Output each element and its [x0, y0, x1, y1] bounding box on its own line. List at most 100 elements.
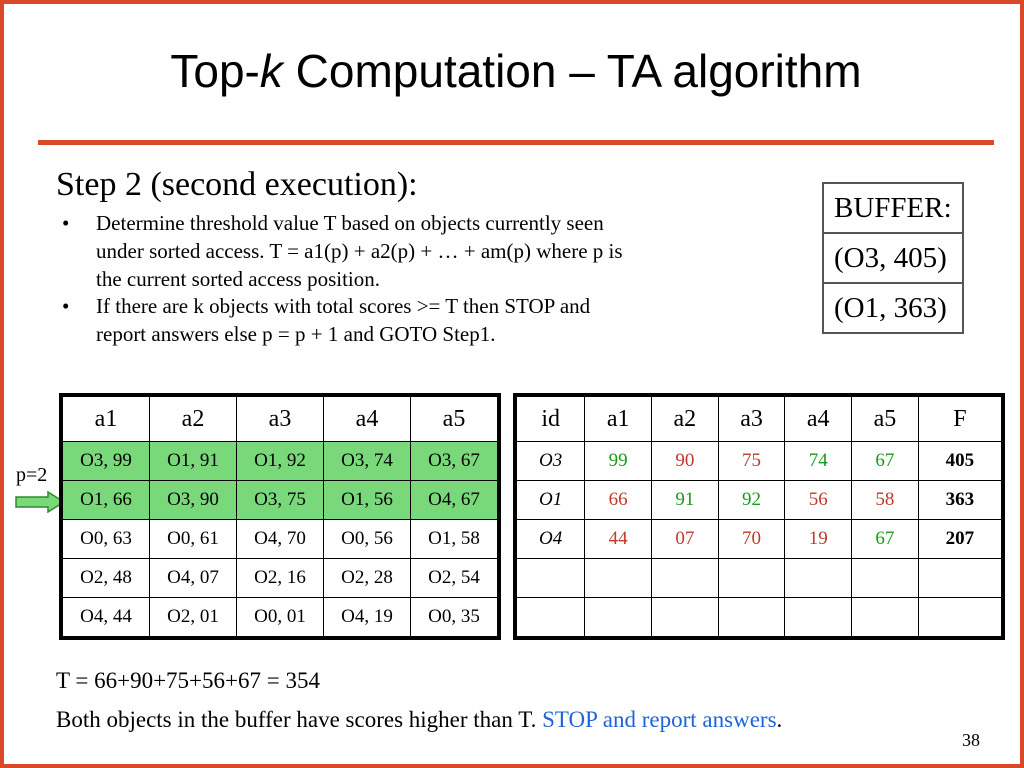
column-header: a1	[584, 396, 653, 442]
empty-cell	[651, 597, 719, 637]
score-cell: 19	[784, 519, 853, 559]
table-cell: O3, 99	[62, 441, 150, 481]
column-header: a4	[323, 396, 411, 442]
column-header: a2	[651, 396, 719, 442]
table-cell: O3, 75	[236, 480, 324, 520]
table-cell: O0, 56	[323, 519, 411, 559]
table-cell: O0, 63	[62, 519, 150, 559]
bullet-marker: •	[62, 294, 70, 318]
scores-table: id a1 a2 a3 a4 a5 F O3 99 90 75 74 67 40…	[513, 393, 1005, 640]
table-cell: O4, 19	[323, 597, 411, 637]
table-cell: O0, 35	[410, 597, 498, 637]
table-cell: O3, 74	[323, 441, 411, 481]
conclusion-highlight: STOP and report answers	[542, 707, 777, 732]
score-cell: 91	[651, 480, 719, 520]
column-header: F	[917, 396, 1003, 442]
empty-cell	[651, 558, 719, 598]
conclusion: Both objects in the buffer have scores h…	[56, 707, 782, 733]
table-row: O1, 66 O3, 90 O3, 75 O1, 56 O4, 67	[62, 480, 498, 520]
table-cell: O2, 01	[149, 597, 237, 637]
bullet-2-line-1: If there are k objects with total scores…	[96, 294, 591, 318]
score-cell: 67	[851, 519, 919, 559]
column-header: a3	[717, 396, 786, 442]
position-marker: p=2	[16, 464, 48, 486]
column-header: id	[515, 396, 586, 442]
empty-cell	[515, 558, 586, 598]
title-suffix: Computation – TA algorithm	[282, 45, 862, 97]
threshold-line: T = 66+90+75+56+67 = 354	[56, 668, 320, 693]
column-header: a5	[410, 396, 498, 442]
table-cell: O1, 91	[149, 441, 237, 481]
score-cell: 07	[651, 519, 719, 559]
buffer-header: BUFFER:	[822, 182, 964, 234]
table-cell: O1, 66	[62, 480, 150, 520]
empty-cell	[717, 597, 786, 637]
buffer-entry: (O3, 405)	[822, 232, 964, 284]
object-id: O4	[515, 519, 586, 559]
empty-cell	[584, 558, 653, 598]
score-cell: 44	[584, 519, 653, 559]
arrow-right-icon	[15, 491, 66, 513]
total-score: 207	[917, 519, 1003, 559]
empty-cell	[717, 558, 786, 598]
table-row: O3 99 90 75 74 67 405	[515, 441, 1003, 481]
table-cell: O3, 67	[410, 441, 498, 481]
page-number: 38	[962, 730, 980, 750]
bullet-1-line-2: under sorted access. T = a1(p) + a2(p) +…	[96, 239, 623, 263]
empty-cell	[917, 597, 1003, 637]
table-row	[515, 597, 1003, 637]
conclusion-end: .	[776, 707, 783, 732]
table-row: O4 44 07 70 19 67 207	[515, 519, 1003, 559]
total-score: 405	[917, 441, 1003, 481]
table-row: O1 66 91 92 56 58 363	[515, 480, 1003, 520]
table-cell: O1, 92	[236, 441, 324, 481]
score-cell: 90	[651, 441, 719, 481]
bullet-1: Determine threshold value T based on obj…	[96, 209, 746, 293]
bullet-2: If there are k objects with total scores…	[96, 292, 746, 348]
conclusion-text: Both objects in the buffer have scores h…	[56, 707, 543, 732]
score-cell: 56	[784, 480, 853, 520]
title-prefix: Top-	[170, 45, 260, 97]
table-cell: O2, 16	[236, 558, 324, 598]
table-cell: O4, 70	[236, 519, 324, 559]
column-header: a3	[236, 396, 324, 442]
empty-cell	[584, 597, 653, 637]
total-score: 363	[917, 480, 1003, 520]
score-cell: 67	[851, 441, 919, 481]
table-cell: O1, 58	[410, 519, 498, 559]
column-header: a2	[149, 396, 237, 442]
title-k: k	[259, 45, 283, 97]
table-row: O4, 44 O2, 01 O0, 01 O4, 19 O0, 35	[62, 597, 498, 637]
table-cell: O4, 44	[62, 597, 150, 637]
score-cell: 66	[584, 480, 653, 520]
table-row: O2, 48 O4, 07 O2, 16 O2, 28 O2, 54	[62, 558, 498, 598]
title-divider	[38, 140, 994, 145]
empty-cell	[784, 597, 853, 637]
table-cell: O2, 28	[323, 558, 411, 598]
column-header: a1	[62, 396, 150, 442]
empty-cell	[851, 558, 919, 598]
sorted-lists-table: a1 a2 a3 a4 a5 O3, 99 O1, 91 O1, 92 O3, …	[59, 393, 501, 640]
bullet-1-line-1: Determine threshold value T based on obj…	[96, 211, 604, 235]
score-cell: 74	[784, 441, 853, 481]
empty-cell	[515, 597, 586, 637]
table-cell: O2, 54	[410, 558, 498, 598]
score-cell: 99	[584, 441, 653, 481]
bullet-2-line-2: report answers else p = p + 1 and GOTO S…	[96, 322, 496, 346]
object-id: O1	[515, 480, 586, 520]
buffer-entry: (O1, 363)	[822, 282, 964, 334]
table-row: O3, 99 O1, 91 O1, 92 O3, 74 O3, 67	[62, 441, 498, 481]
table-row	[515, 558, 1003, 598]
slide-title: Top-k Computation – TA algorithm	[4, 44, 1024, 98]
score-cell: 75	[717, 441, 786, 481]
table-cell: O4, 07	[149, 558, 237, 598]
bullet-1-line-3: the current sorted access position.	[96, 267, 380, 291]
empty-cell	[917, 558, 1003, 598]
table-row: O0, 63 O0, 61 O4, 70 O0, 56 O1, 58	[62, 519, 498, 559]
score-cell: 58	[851, 480, 919, 520]
table-cell: O1, 56	[323, 480, 411, 520]
buffer-table: BUFFER: (O3, 405) (O1, 363)	[822, 182, 964, 334]
score-cell: 92	[717, 480, 786, 520]
column-header: a5	[851, 396, 919, 442]
